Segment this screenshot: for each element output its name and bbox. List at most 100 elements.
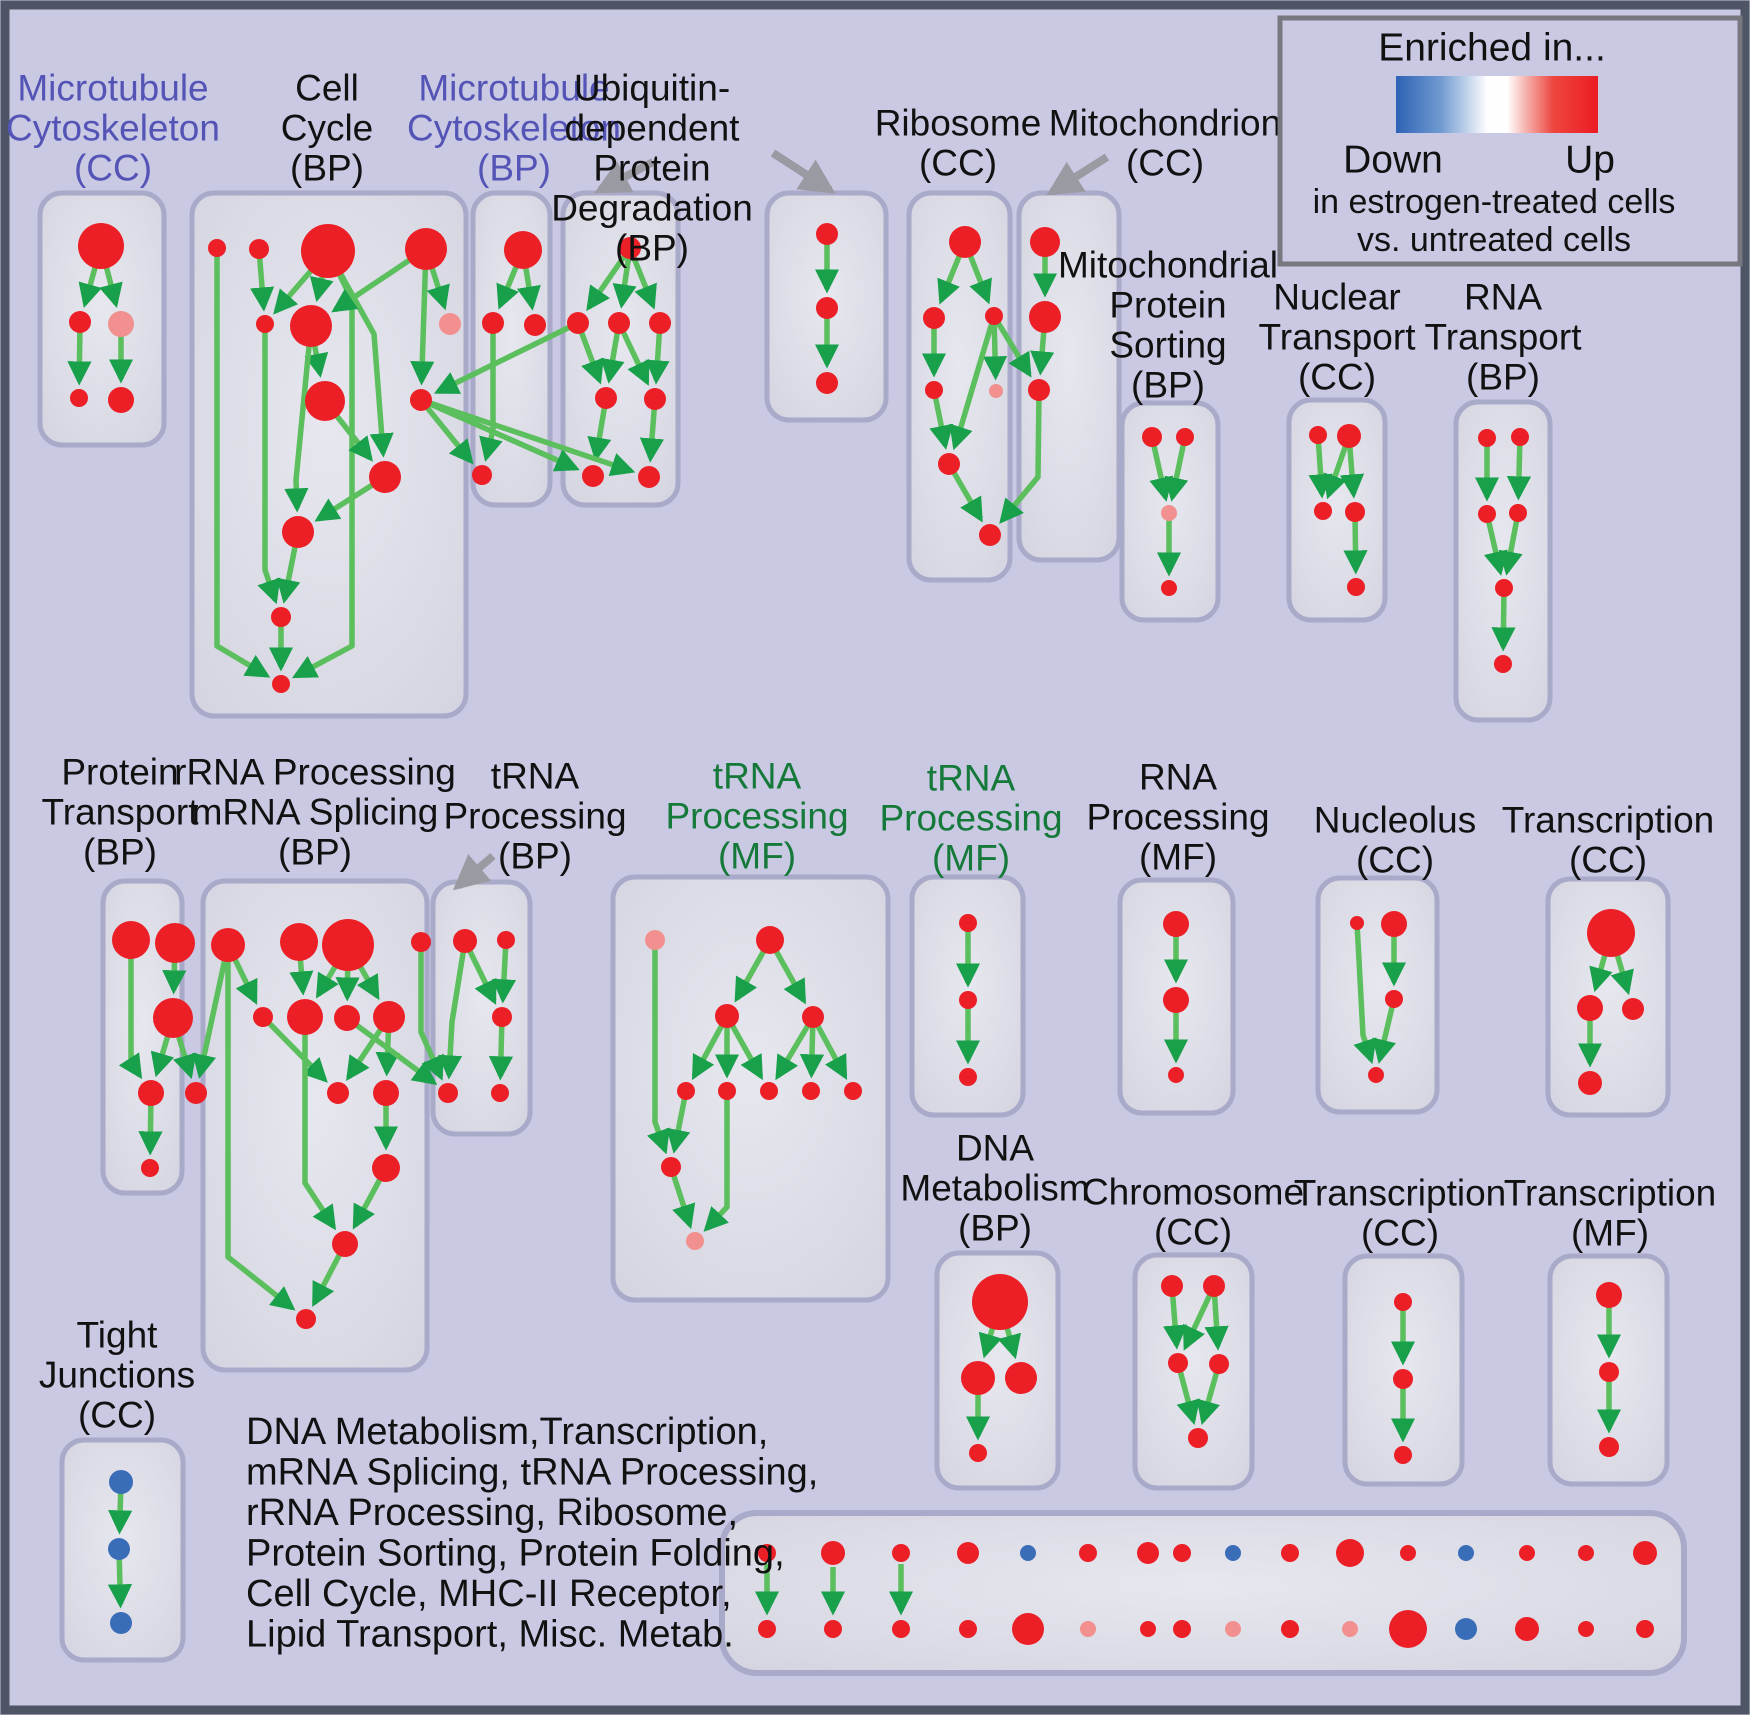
go-term-node-microtubule-cytoskeleton-bp: [482, 312, 504, 334]
cluster-label-cell-cycle: (BP): [290, 148, 364, 189]
go-term-node-mito-protein-sorting: [1142, 427, 1162, 447]
go-term-node-rrna-mrna-processing: [372, 1154, 400, 1182]
cluster-label-ubiquitin-degradation: Degradation: [551, 188, 753, 229]
cluster-box-chromosome-cc: [1132, 1252, 1255, 1491]
cluster-label-trna-processing-mf-2: tRNA: [927, 758, 1016, 799]
go-term-node-transcription-cc-2: [1394, 1293, 1412, 1311]
go-term-node-transcription-cc-1: [1577, 995, 1603, 1021]
cross-edge: [991, 314, 1032, 378]
edge-mito-protein-sorting: [1164, 436, 1189, 502]
cluster-label-nuclear-transport: Nuclear: [1273, 277, 1401, 318]
go-term-node-ubiquitin-degradation: [644, 388, 666, 410]
go-term-node-cell-cycle: [405, 228, 447, 270]
edge-rna-transport: [1498, 512, 1523, 576]
go-term-node-trna-processing-mf-1: [802, 1006, 824, 1028]
edge-cell-cycle: [214, 248, 271, 678]
go-term-node-dna-metabolism: [972, 1274, 1028, 1330]
go-term-node-summary-bottom: [1225, 1621, 1241, 1637]
go-term-node-ubiquitin-degradation: [649, 312, 671, 334]
go-term-node-rrna-mrna-processing: [327, 1082, 349, 1104]
go-term-node-rna-processing-mf: [1163, 987, 1189, 1013]
go-term-node-ubiquitin-degradation: [582, 465, 604, 487]
summary-note-line: rRNA Processing, Ribosome,: [246, 1492, 738, 1534]
cluster-label-mito-protein-sorting: (BP): [1131, 365, 1205, 406]
go-term-node-dna-metabolism: [1005, 1362, 1037, 1394]
go-term-node-trna-processing-mf-1: [760, 1082, 778, 1100]
edge-nucleolus-cc: [1353, 922, 1377, 1065]
legend-down-label: Down: [1343, 139, 1443, 182]
edge-rrna-mrna-processing: [225, 945, 296, 1311]
go-term-node-summary-top: [957, 1542, 979, 1564]
edge-ubiquitin-degradation: [586, 246, 633, 312]
go-term-node-trna-processing-mf-1: [756, 926, 784, 954]
go-term-node-cell-cycle: [282, 516, 314, 548]
go-term-node-mito-protein-sorting: [1161, 505, 1177, 521]
go-term-node-ubiquitin-degradation: [567, 312, 589, 334]
go-term-node-summary-top: [1633, 1541, 1657, 1565]
cluster-label-trna-processing-mf-1: (MF): [718, 836, 796, 877]
go-term-node-rrna-mrna-processing: [280, 923, 318, 961]
go-term-node-cell-cycle: [249, 239, 269, 259]
go-term-node-ribosome-cc: [979, 524, 1001, 546]
edge-rrna-mrna-processing: [261, 1015, 328, 1083]
edge-trna-processing-bp: [438, 940, 468, 1080]
go-term-node-tight-junctions-cc: [108, 1538, 130, 1560]
go-term-node-trna-processing-bp: [497, 931, 515, 949]
go-term-node-trna-processing-bp: [453, 929, 477, 953]
edge-trna-processing-mf-1: [668, 1166, 696, 1230]
go-term-node-trna-processing-mf-2: [959, 991, 977, 1009]
go-term-node-rna-processing-mf: [1168, 1067, 1184, 1083]
go-term-node-dna-metabolism: [961, 1361, 995, 1395]
go-term-node-mitochondrion-cc: [1029, 301, 1061, 333]
cluster-label-transcription-cc-1: (CC): [1569, 840, 1647, 881]
go-term-node-protein-transport: [153, 998, 193, 1038]
go-term-node-rrna-mrna-processing: [185, 1082, 207, 1104]
cluster-label-nucleolus-cc: (CC): [1356, 840, 1434, 881]
go-term-node-nuclear-transport: [1347, 578, 1365, 596]
cluster-label-tight-junctions-cc: (CC): [78, 1395, 156, 1436]
edge-trna-processing-bp: [491, 939, 517, 1004]
go-term-node-rrna-mrna-processing: [322, 919, 374, 971]
go-term-node-protein-transport: [112, 921, 150, 959]
edge-cell-cycle: [284, 325, 314, 513]
go-term-node-summary-bottom: [824, 1620, 842, 1638]
cluster-label-ubiquitin-degradation: dependent: [565, 108, 741, 149]
go-term-node-trna-processing-mf-1: [645, 930, 665, 950]
cluster-label-mitochondrion-cc: (CC): [1126, 143, 1204, 184]
go-term-node-summary-top: [892, 1544, 910, 1562]
go-term-node-cell-cycle: [290, 305, 332, 347]
go-term-node-trna-processing-mf-1: [802, 1082, 820, 1100]
cluster-label-chromosome-cc: Chromosome: [1082, 1172, 1304, 1213]
go-term-node-nuclear-transport: [1345, 502, 1365, 522]
legend-box: [1277, 15, 1743, 267]
cluster-label-ribosome-cc: Ribosome: [875, 103, 1042, 144]
go-term-node-rna-processing-mf: [1163, 911, 1189, 937]
cluster-label-transcription-cc-1: Transcription: [1502, 800, 1714, 841]
go-term-node-trna-processing-bp: [438, 1083, 458, 1103]
go-term-node-rrna-mrna-processing: [296, 1309, 316, 1329]
go-term-node-microtubule-cytoskeleton-cc: [108, 311, 134, 337]
go-term-node-nuclear-transport: [1309, 426, 1327, 444]
cluster-label-ubiquitin-degradation: (BP): [615, 228, 689, 269]
cross-edge: [345, 1015, 438, 1085]
go-term-node-rrna-mrna-processing: [373, 1080, 399, 1106]
edge-trna-processing-mf-1: [703, 1091, 730, 1232]
go-term-node-ubiquitin-degradation: [608, 312, 630, 334]
cluster-label-chromosome-cc: (CC): [1154, 1212, 1232, 1253]
cluster-label-mito-protein-sorting: Protein: [1109, 285, 1226, 326]
go-term-node-cell-cycle: [208, 239, 226, 257]
edge-cell-cycle: [257, 324, 281, 605]
cluster-label-protein-transport: (BP): [83, 832, 157, 873]
go-term-node-rna-transport: [1494, 655, 1512, 673]
go-term-node-ribosome-cc: [923, 307, 945, 329]
edge-rna-transport: [1483, 513, 1508, 576]
go-term-node-summary-top: [1519, 1545, 1535, 1561]
cluster-label-dna-metabolism: Metabolism: [900, 1168, 1089, 1209]
go-term-node-nuclear-transport: [1314, 502, 1332, 520]
go-term-node-mito-protein-sorting: [1176, 428, 1194, 446]
go-term-node-rna-transport: [1478, 429, 1496, 447]
cluster-box-nuclear-transport: [1286, 397, 1388, 623]
go-term-node-mitochondrion-cc: [1028, 379, 1050, 401]
